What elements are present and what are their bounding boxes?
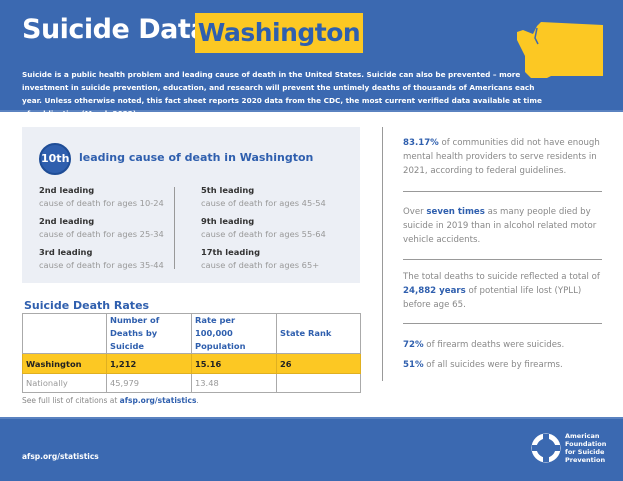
cell	[276, 373, 361, 393]
header-cell: Number of Deaths by Suicide	[106, 313, 192, 354]
table-row: Washington 1,212 15.16 26	[22, 353, 361, 374]
citation: See full list of citations at afsp.org/s…	[22, 396, 199, 405]
age-rank-item: 9th leading cause of death for ages 55-64	[201, 216, 351, 247]
cell: Washington	[22, 353, 107, 374]
intro-text: Suicide is a public health problem and l…	[22, 70, 542, 118]
age-rank-item: 3rd leading cause of death for ages 35-44	[39, 247, 189, 278]
state-name: Washington	[195, 13, 363, 53]
header: Suicide Data: Washington Suicide is a pu…	[0, 0, 623, 118]
fact-text: of all suicides were by firearms.	[423, 360, 563, 370]
footer: afsp.org/statistics American Foundation …	[0, 417, 623, 481]
rank: 2nd leading	[39, 216, 95, 226]
rank: 5th leading	[201, 185, 255, 195]
fact-text: of firearm deaths were suicides.	[423, 340, 565, 350]
age-ranks-right: 5th leading cause of death for ages 45-54…	[201, 185, 351, 278]
cell: 15.16	[191, 353, 277, 374]
logo-line: Prevention	[565, 456, 606, 464]
logo-line: American	[565, 432, 600, 440]
fact-1: 83.17% of communities did not have enoug…	[403, 136, 603, 178]
table-row: Nationally 45,979 13.48	[22, 373, 361, 393]
fact-highlight: 72%	[403, 340, 424, 350]
age-rank-item: 17th leading cause of death for ages 65+	[201, 247, 351, 278]
rank-desc: cause of death for ages 65+	[201, 260, 320, 270]
fact-highlight: 83.17%	[403, 138, 439, 148]
rank-badge: 10th	[39, 143, 71, 175]
fact-3: The total deaths to suicide reflected a …	[403, 270, 603, 312]
cell: 26	[276, 353, 361, 374]
death-rates-table: Number of Deaths by Suicide Rate per 100…	[22, 313, 361, 393]
cell: 45,979	[106, 373, 192, 393]
fact-highlight: 24,882 years	[403, 286, 466, 296]
afsp-logo: American Foundation for Suicide Preventi…	[531, 432, 606, 464]
logo-text: American Foundation for Suicide Preventi…	[565, 432, 606, 464]
divider	[403, 259, 602, 260]
cell: 13.48	[191, 373, 277, 393]
citation-text: See full list of citations at	[22, 396, 120, 405]
citation-link[interactable]: afsp.org/statistics	[119, 396, 197, 405]
header-cell: Rate per 100,000 Population	[191, 313, 277, 354]
washington-state-map-icon	[517, 22, 603, 78]
fact-2: Over seven times as many people died by …	[403, 205, 603, 247]
fact-text: Over	[403, 207, 427, 217]
rank-desc: cause of death for ages 35-44	[39, 260, 164, 270]
rank-desc: cause of death for ages 10-24	[39, 198, 164, 208]
fact-4: 72% of firearm deaths were suicides.	[403, 338, 603, 352]
rank-desc: cause of death for ages 55-64	[201, 229, 326, 239]
divider	[403, 191, 602, 192]
logo-line: Foundation	[565, 440, 607, 448]
age-ranks-left: 2nd leading cause of death for ages 10-24…	[39, 185, 189, 278]
leading-cause-panel: 10th leading cause of death in Washingto…	[22, 127, 360, 283]
cell: Nationally	[22, 373, 107, 393]
divider	[174, 187, 175, 269]
life-preserver-icon	[531, 433, 561, 463]
fact-highlight: seven times	[426, 207, 485, 217]
fact-5: 51% of all suicides were by firearms.	[403, 358, 603, 372]
fact-text: of communities did not have enough menta…	[403, 138, 600, 176]
page-title: Suicide Data:	[22, 14, 219, 45]
logo-line: for Suicide	[565, 448, 605, 456]
leading-cause-label: leading cause of death in Washington	[79, 151, 314, 164]
column-divider	[382, 127, 383, 381]
age-rank-item: 2nd leading cause of death for ages 10-24	[39, 185, 189, 216]
fact-text: as many people died by suicide in 2019 t…	[403, 207, 597, 245]
rank: 2nd leading	[39, 185, 95, 195]
cell: 1,212	[106, 353, 192, 374]
fact-text: of potential life lost (YPLL) before age…	[403, 286, 582, 310]
rank: 3rd leading	[39, 247, 93, 257]
citation-suffix: .	[196, 396, 199, 405]
age-rank-item: 2nd leading cause of death for ages 25-34	[39, 216, 189, 247]
age-rank-item: 5th leading cause of death for ages 45-54	[201, 185, 351, 216]
fact-text: The total deaths to suicide reflected a …	[403, 272, 600, 282]
rank-desc: cause of death for ages 45-54	[201, 198, 326, 208]
header-cell: State Rank	[276, 313, 361, 354]
table-title: Suicide Death Rates	[24, 299, 150, 312]
fact-highlight: 51%	[403, 360, 424, 370]
footer-link[interactable]: afsp.org/statistics	[22, 452, 99, 461]
rank: 17th leading	[201, 247, 261, 257]
rank: 9th leading	[201, 216, 255, 226]
rank-desc: cause of death for ages 25-34	[39, 229, 164, 239]
table-header-row: Number of Deaths by Suicide Rate per 100…	[22, 313, 361, 354]
divider	[403, 323, 602, 324]
header-cell	[22, 313, 107, 354]
